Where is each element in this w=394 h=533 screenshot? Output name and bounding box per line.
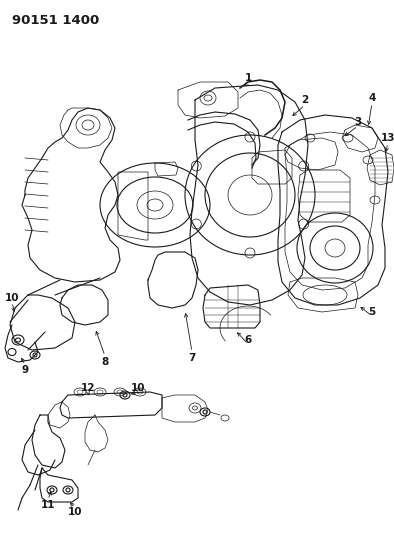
Text: 10: 10 <box>131 383 145 393</box>
Text: 5: 5 <box>368 307 375 317</box>
Text: 12: 12 <box>81 383 95 393</box>
Text: 10: 10 <box>5 293 19 303</box>
Text: 11: 11 <box>41 500 55 510</box>
Text: 90151 1400: 90151 1400 <box>12 14 99 27</box>
Text: 1: 1 <box>244 73 252 83</box>
Text: 9: 9 <box>21 365 28 375</box>
Text: 6: 6 <box>244 335 252 345</box>
Text: 2: 2 <box>301 95 309 105</box>
Text: 13: 13 <box>381 133 394 143</box>
Text: 7: 7 <box>188 353 196 363</box>
Text: 10: 10 <box>68 507 82 517</box>
Text: 4: 4 <box>368 93 376 103</box>
Text: 3: 3 <box>354 117 362 127</box>
Text: 8: 8 <box>101 357 109 367</box>
